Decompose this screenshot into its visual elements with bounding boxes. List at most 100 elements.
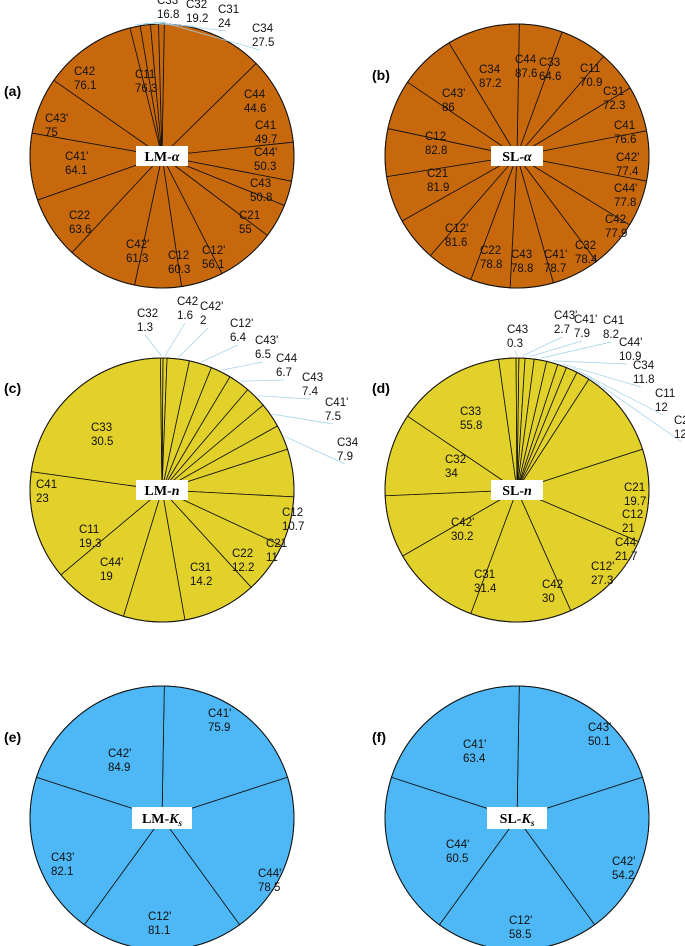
slice-name: C44 <box>244 89 266 101</box>
slice-value: 55 <box>239 224 252 236</box>
slice-label: C42' 61.3 <box>126 239 149 265</box>
slice-value: 12 <box>674 429 685 441</box>
center-label-symbol: K <box>168 812 180 827</box>
slice-name: C43' <box>255 335 278 347</box>
slice-value: 6.4 <box>230 332 247 344</box>
slice-name: C31 <box>474 569 495 581</box>
slice-name: C33 <box>91 422 112 434</box>
slice-value: 49.7 <box>255 134 277 146</box>
slice-name: C34 <box>337 437 359 449</box>
slice-label: C44' 19 <box>100 557 123 583</box>
pie-chart-6: C43' 50.1 C42' 54.2 C12' 58.5 C44' 60.5 C41' 63.4… <box>372 685 650 946</box>
slice-label: C41' 78.7 <box>544 249 567 275</box>
slice-label: C44 87.6 <box>515 54 537 80</box>
slice-label: C33 16.8 <box>157 0 179 21</box>
panel-letter: (f) <box>372 729 386 745</box>
slice-name: C21 <box>239 210 260 222</box>
slice-value: 50.3 <box>254 161 276 173</box>
slice-name: C11 <box>135 69 155 81</box>
slice-label: C41' 7.9 <box>574 314 597 340</box>
slice-value: 21 <box>622 523 635 535</box>
slice-label: C12' 56.1 <box>202 245 225 271</box>
panel-letter: (b) <box>372 67 390 83</box>
slice-label: C34 11.8 <box>633 360 655 386</box>
slice-name: C22 <box>674 415 685 427</box>
slice-value: 78.4 <box>575 254 598 266</box>
slice-label: C44' 77.8 <box>614 183 637 209</box>
center-label-box <box>132 807 192 829</box>
slice-name: C41' <box>463 739 486 751</box>
panel-letter: (a) <box>4 83 21 99</box>
slice-name: C33 <box>460 406 481 418</box>
slice-value: 75 <box>45 127 58 139</box>
panel-letter: (d) <box>372 380 390 396</box>
center-label-symbol: α <box>172 150 180 165</box>
leader-line <box>221 361 264 371</box>
slice-value: 30.2 <box>451 531 473 543</box>
slice-label: C43 50.8 <box>250 178 272 204</box>
slice-name: C44' <box>614 183 637 195</box>
slice-label: C22 63.6 <box>69 210 91 236</box>
center-label-box <box>136 480 188 500</box>
slice-value: 77.8 <box>614 197 636 209</box>
slice-value: 12.2 <box>232 562 254 574</box>
slice-name: C12' <box>202 245 225 257</box>
slice-value: 82.1 <box>51 866 73 878</box>
slice-value: 14.2 <box>190 576 212 588</box>
slice-label: C12 10.7 <box>282 507 304 533</box>
slice-label: C41 49.7 <box>255 120 277 146</box>
slice-name: C42' <box>108 748 131 760</box>
slice-value: 19.7 <box>624 496 646 508</box>
slice-value: 64.6 <box>539 71 561 83</box>
slice-label: C43' 6.5 <box>255 335 278 361</box>
slice-value: 31.4 <box>474 583 497 595</box>
slice-name: C42' <box>126 239 149 251</box>
slice-label: C42' 54.2 <box>612 856 635 882</box>
slice-value: 16.8 <box>157 9 179 21</box>
slice-name: C12' <box>509 915 532 927</box>
slice-label: C42' 2 <box>200 301 223 327</box>
slice-value: 6.5 <box>255 349 271 361</box>
slice-label: C43' 2.7 <box>554 310 577 336</box>
center-label-prefix: LM- <box>144 484 172 499</box>
slice-label: C22 12.2 <box>232 548 254 574</box>
slice-label: C21 11 <box>266 538 287 564</box>
slice-label: C41 76.6 <box>614 120 636 146</box>
slice-value: 2 <box>200 315 206 327</box>
slice-value: 60.3 <box>168 264 190 276</box>
slice-value: 1.6 <box>177 310 193 322</box>
slice-name: C12 <box>622 509 643 521</box>
leader-line <box>562 363 642 388</box>
slice-name: C41' <box>574 314 597 326</box>
panel-letter: (c) <box>4 380 21 396</box>
slice-label: C21 55 <box>239 210 260 236</box>
slice-label: C31 31.4 <box>474 569 497 595</box>
slice-value: 50.8 <box>250 192 272 204</box>
slice-value: 87.6 <box>515 68 537 80</box>
slice-label: C34 87.2 <box>479 64 501 90</box>
slice-value: 78.5 <box>258 882 280 894</box>
pie-border <box>384 685 650 946</box>
slice-name: C43' <box>588 722 611 734</box>
slice-name: C21 <box>624 482 645 494</box>
slice-name: C44' <box>258 868 281 880</box>
slice-label: C11 76.3 <box>135 69 157 95</box>
slice-value: 10.7 <box>282 521 304 533</box>
leader-line <box>521 336 563 357</box>
slice-name: C12' <box>591 561 614 573</box>
slice-label: C33 30.5 <box>91 422 113 448</box>
center-label-symbol: α <box>524 150 532 165</box>
slice-value: 19.2 <box>186 13 208 25</box>
leader-line <box>272 413 334 425</box>
slice-label: C31 72.3 <box>603 86 625 112</box>
slice-name: C11 <box>655 388 675 400</box>
center-label: SL-n <box>502 484 532 499</box>
slice-name: C12 <box>425 131 446 143</box>
slice-name: C12' <box>230 318 253 330</box>
center-label-symbol: n <box>524 484 532 499</box>
slice-name: C44' <box>254 147 277 159</box>
center-label-symbol: n <box>172 484 180 499</box>
slice-name: C41 <box>36 479 57 491</box>
